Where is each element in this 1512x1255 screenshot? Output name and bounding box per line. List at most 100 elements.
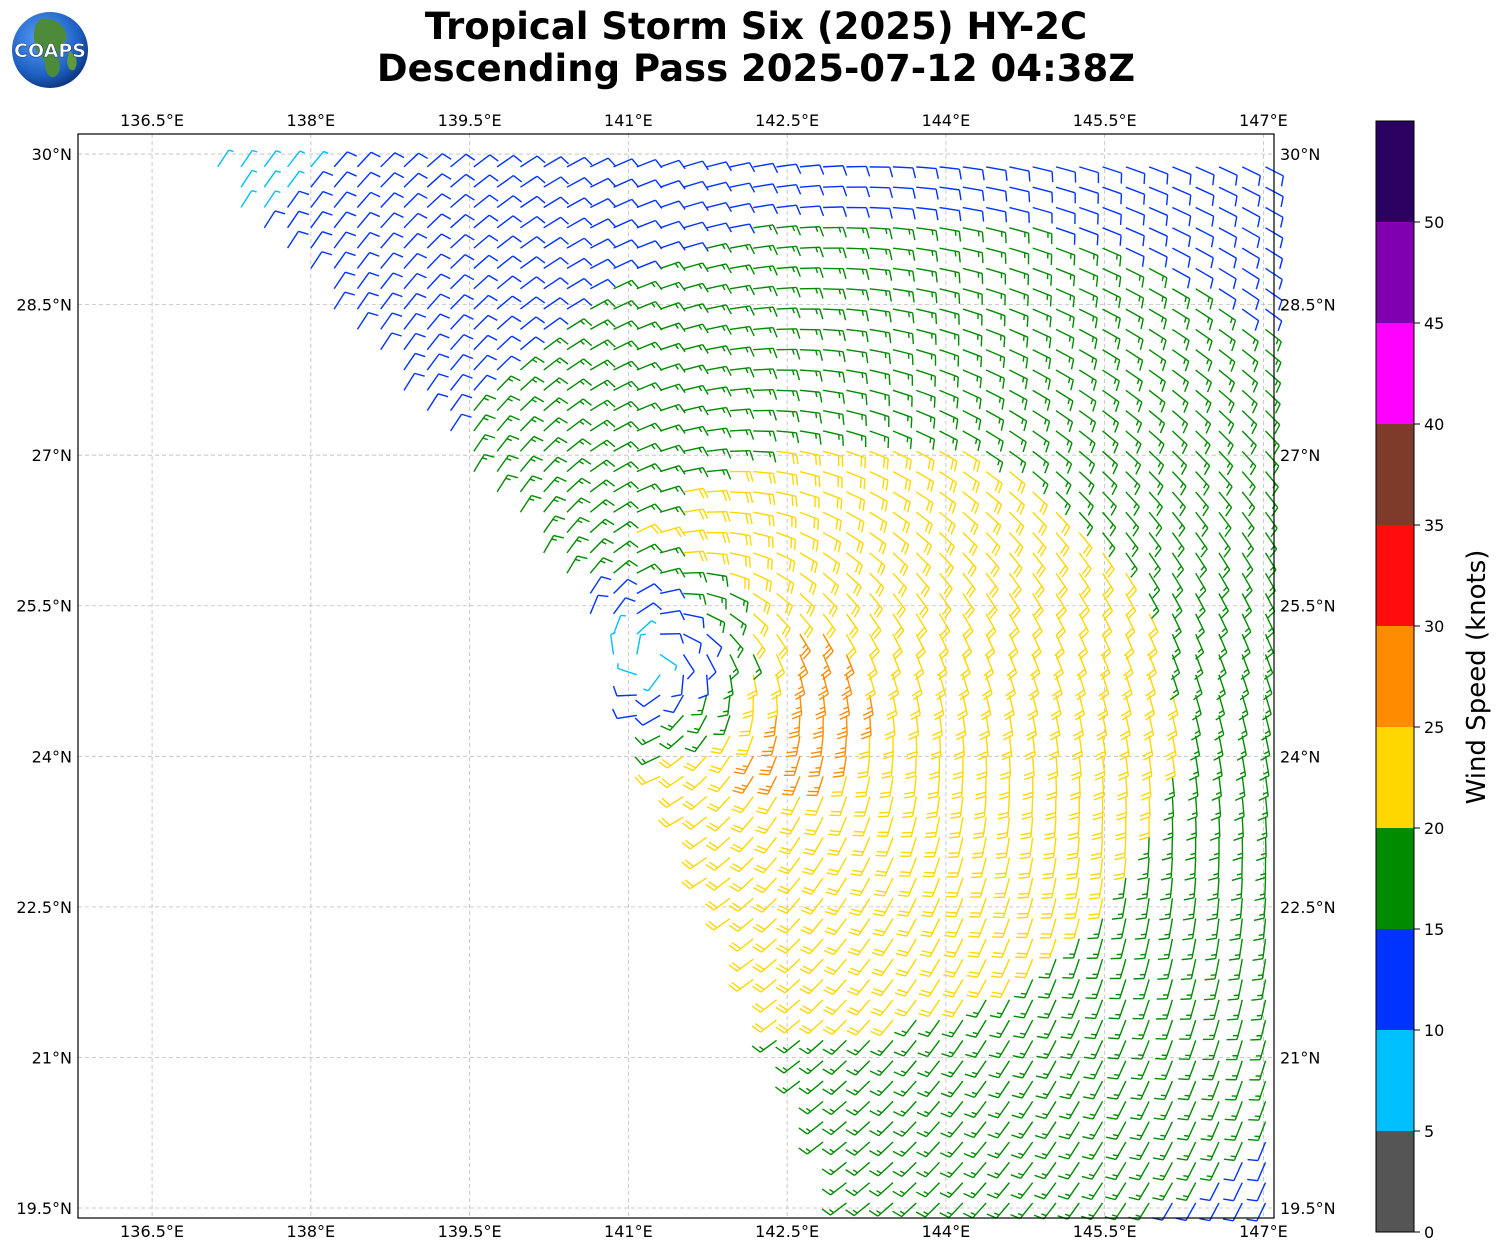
barb-half-feather (993, 1212, 1000, 1216)
wind-barb (892, 328, 915, 345)
barb-feather (1079, 651, 1088, 660)
barb-staff (700, 694, 708, 715)
barb-half-feather (1137, 1094, 1143, 1097)
barb-staff (1023, 979, 1034, 999)
barb-staff (1148, 552, 1161, 570)
barb-feather (679, 633, 685, 644)
barb-feather (1273, 445, 1280, 455)
barb-half-feather (1175, 627, 1180, 633)
barb-staff (962, 308, 983, 316)
barb-staff (858, 897, 871, 916)
barb-feather (921, 609, 929, 619)
barb-feather (732, 843, 743, 850)
barb-feather (1178, 527, 1186, 537)
barb-staff (823, 349, 844, 353)
barb-half-feather (923, 1211, 929, 1215)
barb-half-feather (1202, 503, 1207, 509)
barb-half-feather (1212, 893, 1219, 896)
wind-barb (659, 653, 678, 671)
barb-staff (1193, 877, 1197, 898)
barb-staff (979, 877, 987, 898)
barb-feather (1122, 668, 1132, 677)
barb-staff (1045, 1060, 1057, 1079)
barb-feather (738, 734, 750, 737)
barb-feather (725, 448, 732, 459)
barb-feather (749, 429, 755, 440)
wind-barb (990, 979, 1011, 999)
barb-staff (1044, 1121, 1057, 1139)
barb-feather (968, 543, 975, 554)
wind-barb (890, 654, 902, 681)
wind-barb (1055, 532, 1070, 557)
barb-feather (414, 372, 425, 377)
barb-staff (869, 349, 890, 355)
barb-staff (1241, 369, 1258, 384)
wind-barb (1032, 349, 1052, 370)
barb-half-feather (1089, 419, 1093, 426)
barb-feather (754, 1022, 765, 1031)
barb-feather (949, 545, 955, 556)
wind-barb (987, 1141, 1010, 1159)
wind-barb (1088, 898, 1104, 920)
barb-feather (802, 926, 814, 932)
barb-feather (1043, 852, 1055, 856)
wind-barb (1105, 1121, 1127, 1140)
barb-staff (878, 1080, 894, 1097)
barb-feather (775, 1046, 785, 1054)
barb-feather (1072, 754, 1083, 761)
wind-barb (1171, 532, 1185, 558)
wind-barb (977, 735, 989, 761)
barb-feather (943, 585, 951, 595)
barb-half-feather (1086, 523, 1091, 529)
barb-half-feather (923, 1191, 929, 1195)
wind-barb (403, 312, 427, 330)
barb-half-feather (816, 746, 822, 750)
wind-barb (892, 308, 915, 324)
barb-staff (1145, 898, 1150, 919)
barb-half-feather (1273, 421, 1278, 427)
barb-feather (1268, 569, 1277, 579)
barb-half-feather (839, 767, 845, 770)
barb-staff (612, 615, 622, 635)
barb-feather (1182, 423, 1189, 434)
wind-barb (543, 397, 569, 412)
barb-feather (683, 765, 694, 772)
wind-barb (1218, 430, 1234, 455)
barb-feather (581, 477, 592, 485)
barb-half-feather (1087, 502, 1092, 509)
barb-feather (1019, 856, 1030, 860)
barb-staff (984, 776, 987, 797)
barb-staff (885, 837, 894, 857)
barb-staff (976, 979, 987, 998)
wind-barb (473, 434, 496, 452)
barb-staff (869, 470, 889, 481)
barb-staff (1049, 918, 1057, 938)
wind-barb (780, 796, 801, 816)
barb-feather (1025, 754, 1036, 761)
barb-feather (999, 441, 1004, 452)
barb-half-feather (853, 1129, 859, 1134)
wind-barb (939, 389, 959, 409)
barb-staff (877, 1161, 894, 1177)
wind-barb (1171, 491, 1187, 517)
barb-staff (720, 735, 731, 754)
barb-feather (681, 881, 691, 890)
barb-feather (779, 831, 790, 835)
barb-feather (728, 944, 738, 952)
barb-feather (678, 302, 686, 312)
barb-feather (1070, 771, 1082, 777)
barb-staff (1117, 1019, 1127, 1040)
barb-half-feather (1043, 1072, 1049, 1076)
wind-barb (1032, 430, 1050, 453)
barb-feather (1045, 811, 1056, 817)
wind-barb (1057, 1182, 1080, 1200)
barb-half-feather (900, 1150, 906, 1155)
barb-staff (692, 755, 708, 772)
barb-feather (1238, 713, 1249, 721)
barb-feather (827, 852, 838, 856)
barb-feather (1048, 754, 1060, 761)
barb-half-feather (580, 320, 585, 325)
barb-feather (1081, 1195, 1092, 1201)
barb-feather (607, 339, 616, 348)
wind-barb (753, 389, 778, 400)
